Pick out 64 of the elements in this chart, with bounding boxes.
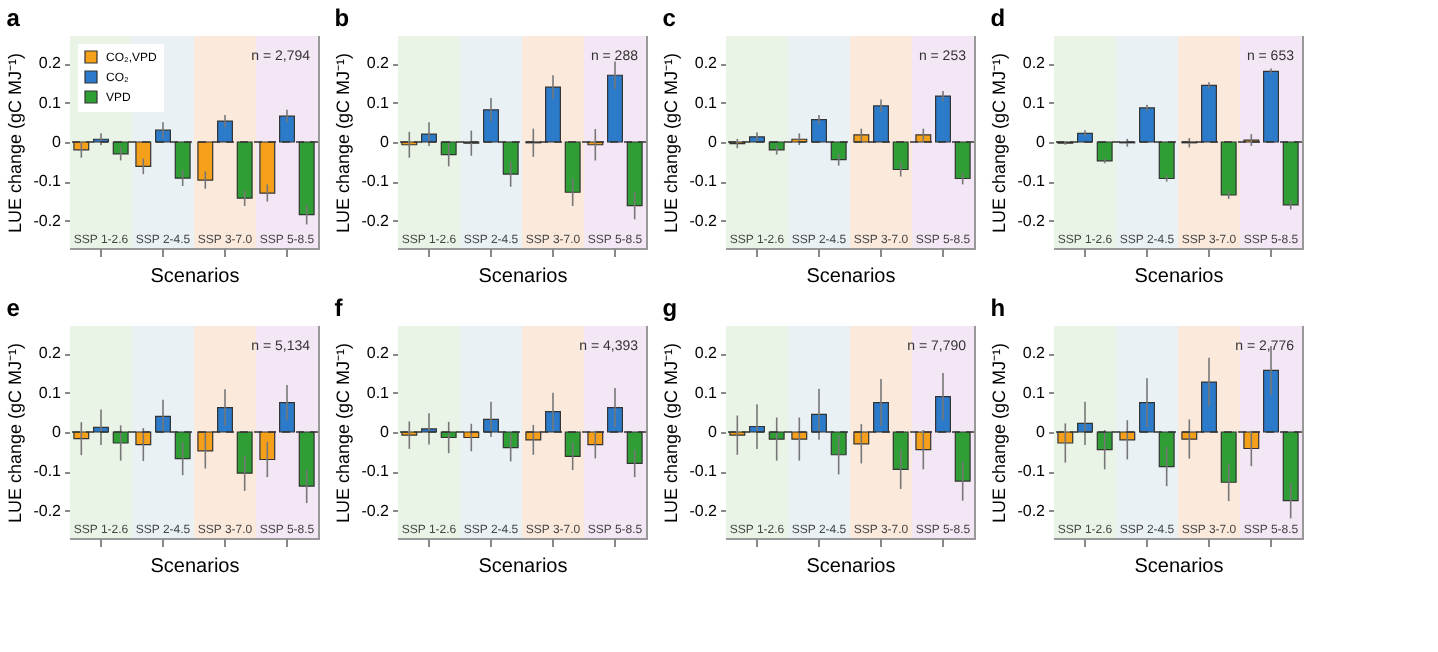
y-tick-label: -0.2 [1017, 501, 1047, 520]
y-tick-label: 0 [708, 423, 719, 441]
y-tick-label: 0 [708, 133, 719, 151]
chart-title: c [662, 4, 677, 32]
y-tick-label: 0.2 [1022, 54, 1047, 73]
y-tick-label: 0 [52, 423, 63, 441]
y-tick-label: -0.2 [689, 501, 719, 520]
y-tick-label: 0.2 [366, 54, 391, 73]
y-tick-label: -0.2 [33, 501, 63, 520]
y-tick-label: -0.1 [361, 462, 391, 481]
y-tick-label: 0.1 [366, 93, 391, 112]
y-tick-label: 0.1 [694, 383, 719, 402]
x-axis-title: Scenarios [478, 266, 568, 288]
y-axis-title: LUE change (gC MJ⁻¹) [333, 342, 354, 524]
chart-title: a [6, 4, 21, 32]
x-axis-title: Scenarios [1134, 266, 1224, 288]
y-tick-label: -0.1 [1017, 172, 1047, 191]
y-tick-label: 0 [52, 133, 63, 151]
y-tick-label: 0.1 [38, 383, 63, 402]
y-tick-label: 0 [1036, 423, 1047, 441]
y-tick-label: -0.1 [689, 172, 719, 191]
y-axis-title: LUE change (gC MJ⁻¹) [989, 52, 1010, 234]
y-tick-label: 0.1 [1022, 93, 1047, 112]
x-axis-title: Scenarios [806, 266, 896, 288]
y-axis-title: LUE change (gC MJ⁻¹) [5, 342, 26, 524]
chart-title: d [990, 4, 1006, 32]
y-tick-label: -0.1 [1017, 462, 1047, 481]
y-tick-label: 0 [1036, 133, 1047, 151]
y-tick-label: 0.2 [38, 344, 63, 363]
x-axis-title: Scenarios [806, 556, 896, 578]
y-tick-label: 0.1 [366, 383, 391, 402]
x-axis-title: Scenarios [150, 556, 240, 578]
y-tick-label: 0 [380, 423, 391, 441]
y-tick-label: -0.2 [361, 211, 391, 230]
y-tick-label: -0.1 [33, 172, 63, 191]
y-tick-label: 0.1 [694, 93, 719, 112]
chart-title: b [334, 4, 350, 32]
y-tick-label: 0.2 [1022, 344, 1047, 363]
x-axis-title: Scenarios [1134, 556, 1224, 578]
chart-title: f [334, 294, 345, 322]
y-tick-label: 0.2 [694, 344, 719, 363]
y-tick-label: -0.1 [689, 462, 719, 481]
y-tick-label: -0.1 [361, 172, 391, 191]
y-tick-label: -0.2 [33, 211, 63, 230]
y-tick-label: -0.1 [33, 462, 63, 481]
y-axis-title: LUE change (gC MJ⁻¹) [661, 342, 682, 524]
x-axis-title: Scenarios [478, 556, 568, 578]
chart-title: e [6, 294, 21, 322]
y-axis-title: LUE change (gC MJ⁻¹) [5, 52, 26, 234]
y-tick-label: 0.2 [38, 54, 63, 73]
x-axis-title: Scenarios [150, 266, 240, 288]
y-tick-label: 0.1 [38, 93, 63, 112]
y-axis-title: LUE change (gC MJ⁻¹) [661, 52, 682, 234]
y-tick-label: 0.1 [1022, 383, 1047, 402]
y-tick-label: 0.2 [366, 344, 391, 363]
y-tick-label: 0.2 [694, 54, 719, 73]
y-tick-label: -0.2 [1017, 211, 1047, 230]
y-tick-label: -0.2 [361, 501, 391, 520]
y-axis-title: LUE change (gC MJ⁻¹) [989, 342, 1010, 524]
y-axis-title: LUE change (gC MJ⁻¹) [333, 52, 354, 234]
chart-title: g [662, 294, 678, 322]
chart-title: h [990, 294, 1006, 322]
y-tick-label: -0.2 [689, 211, 719, 230]
y-tick-label: 0 [380, 133, 391, 151]
